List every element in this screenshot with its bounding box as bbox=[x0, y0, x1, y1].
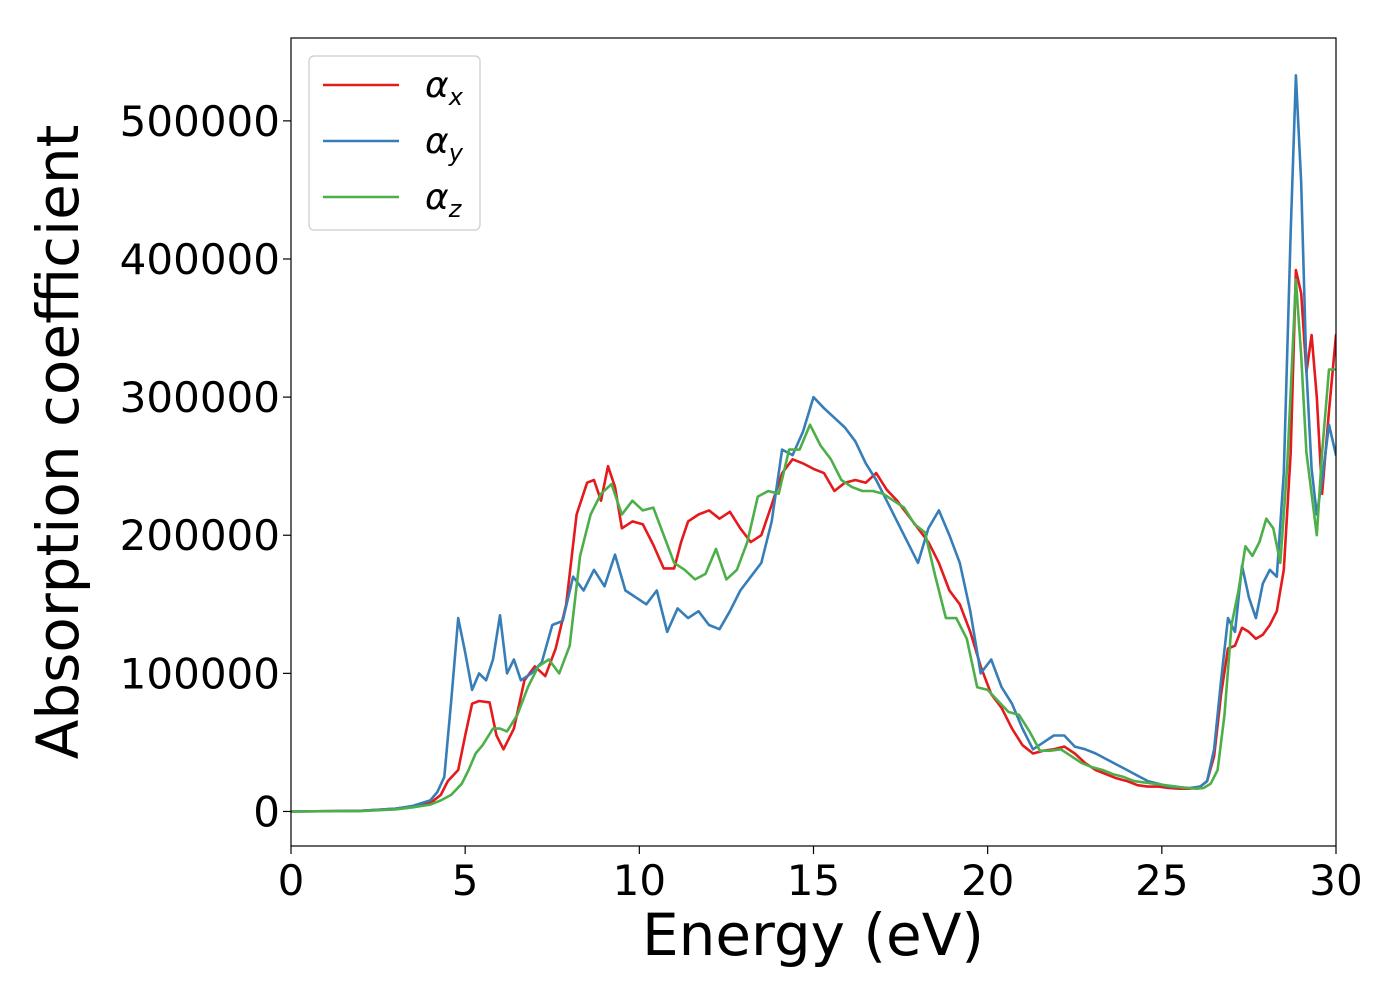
y-axis-ticks: 0 100000 200000 300000 400000 500000 bbox=[120, 97, 291, 836]
y-tick-label: 500000 bbox=[120, 97, 280, 146]
y-axis-label: Absorption coefficient bbox=[24, 125, 92, 760]
x-tick-label: 20 bbox=[961, 856, 1014, 905]
legend-label-y: αy bbox=[425, 121, 464, 167]
series-line-y bbox=[291, 74, 1336, 813]
series-layer bbox=[291, 74, 1336, 813]
y-tick-label: 200000 bbox=[120, 511, 280, 560]
legend-label-z: αz bbox=[425, 177, 463, 223]
y-tick-label: 400000 bbox=[120, 235, 280, 284]
x-axis-ticks: 0 5 10 15 20 25 30 bbox=[278, 846, 1363, 905]
x-tick-label: 5 bbox=[452, 856, 479, 905]
series-line-x bbox=[291, 268, 1336, 813]
x-tick-label: 25 bbox=[1135, 856, 1188, 905]
y-tick-label: 300000 bbox=[120, 373, 280, 422]
x-tick-label: 10 bbox=[613, 856, 666, 905]
x-tick-label: 30 bbox=[1309, 856, 1362, 905]
y-tick-label: 100000 bbox=[120, 649, 280, 698]
series-line-z bbox=[291, 278, 1336, 813]
y-tick-label: 0 bbox=[253, 787, 280, 836]
legend-box bbox=[308, 55, 481, 231]
legend: αx αy αz bbox=[308, 55, 481, 231]
x-tick-label: 15 bbox=[787, 856, 840, 905]
x-axis-label: Energy (eV) bbox=[642, 901, 984, 969]
legend-label-x: αx bbox=[425, 65, 464, 111]
x-tick-label: 0 bbox=[278, 856, 305, 905]
